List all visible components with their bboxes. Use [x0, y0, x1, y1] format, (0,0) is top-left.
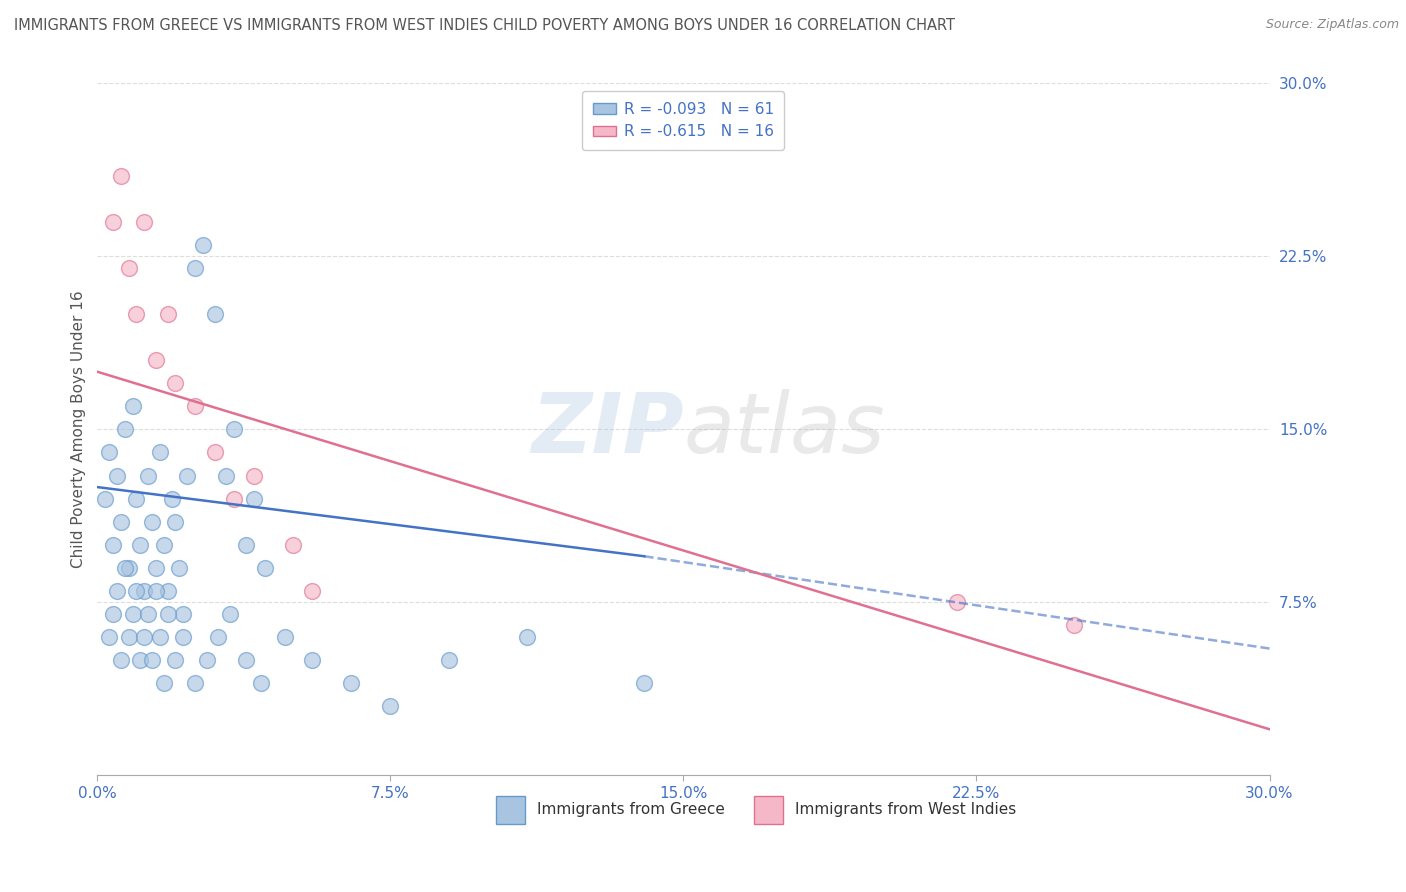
- Point: [156, 307, 179, 321]
- Point: [242, 468, 264, 483]
- Point: [274, 630, 297, 644]
- Point: [110, 169, 132, 183]
- Point: [254, 561, 277, 575]
- Point: [165, 376, 187, 391]
- Point: [145, 353, 167, 368]
- Point: [633, 676, 655, 690]
- Point: [172, 607, 194, 621]
- Point: [141, 653, 163, 667]
- Point: [145, 583, 167, 598]
- Point: [101, 215, 124, 229]
- Point: [224, 491, 246, 506]
- Point: [125, 583, 148, 598]
- Point: [195, 653, 218, 667]
- Point: [149, 630, 172, 644]
- Point: [141, 515, 163, 529]
- Point: [149, 445, 172, 459]
- Point: [156, 607, 179, 621]
- Point: [156, 583, 179, 598]
- Point: [176, 468, 198, 483]
- Point: [134, 583, 156, 598]
- Point: [184, 400, 207, 414]
- Point: [169, 561, 191, 575]
- Point: [136, 607, 159, 621]
- Text: Immigrants from Greece: Immigrants from Greece: [537, 803, 724, 817]
- Point: [117, 561, 139, 575]
- Point: [110, 515, 132, 529]
- Point: [129, 538, 152, 552]
- Point: [219, 607, 242, 621]
- Point: [437, 653, 460, 667]
- Point: [94, 491, 117, 506]
- Point: [121, 400, 143, 414]
- Point: [172, 630, 194, 644]
- Point: [114, 561, 136, 575]
- Point: [340, 676, 363, 690]
- Point: [380, 699, 402, 714]
- Y-axis label: Child Poverty Among Boys Under 16: Child Poverty Among Boys Under 16: [72, 291, 86, 568]
- Legend: R = -0.093   N = 61, R = -0.615   N = 16: R = -0.093 N = 61, R = -0.615 N = 16: [582, 91, 785, 150]
- Point: [235, 538, 257, 552]
- Point: [117, 260, 139, 275]
- Point: [301, 583, 323, 598]
- Text: Immigrants from West Indies: Immigrants from West Indies: [794, 803, 1017, 817]
- Point: [224, 422, 246, 436]
- Point: [184, 260, 207, 275]
- Text: ZIP: ZIP: [531, 389, 683, 470]
- Point: [184, 676, 207, 690]
- Point: [160, 491, 183, 506]
- Point: [105, 468, 128, 483]
- Text: IMMIGRANTS FROM GREECE VS IMMIGRANTS FROM WEST INDIES CHILD POVERTY AMONG BOYS U: IMMIGRANTS FROM GREECE VS IMMIGRANTS FRO…: [14, 18, 955, 33]
- Point: [121, 607, 143, 621]
- Point: [145, 561, 167, 575]
- Point: [152, 538, 174, 552]
- Point: [1063, 618, 1085, 632]
- Point: [215, 468, 238, 483]
- Point: [125, 307, 148, 321]
- Point: [242, 491, 264, 506]
- Point: [105, 583, 128, 598]
- Point: [165, 515, 187, 529]
- Point: [235, 653, 257, 667]
- Point: [125, 491, 148, 506]
- Point: [101, 538, 124, 552]
- Point: [207, 630, 229, 644]
- Point: [101, 607, 124, 621]
- Point: [946, 595, 969, 609]
- Text: atlas: atlas: [683, 389, 884, 470]
- FancyBboxPatch shape: [496, 797, 526, 824]
- Point: [134, 215, 156, 229]
- Point: [191, 238, 214, 252]
- Point: [98, 630, 121, 644]
- Point: [281, 538, 304, 552]
- Point: [117, 630, 139, 644]
- Point: [204, 445, 226, 459]
- Point: [152, 676, 174, 690]
- Point: [301, 653, 323, 667]
- Point: [204, 307, 226, 321]
- Point: [129, 653, 152, 667]
- Point: [165, 653, 187, 667]
- Point: [98, 445, 121, 459]
- Point: [110, 653, 132, 667]
- Point: [114, 422, 136, 436]
- Text: Source: ZipAtlas.com: Source: ZipAtlas.com: [1265, 18, 1399, 31]
- FancyBboxPatch shape: [754, 797, 783, 824]
- Point: [136, 468, 159, 483]
- Point: [250, 676, 273, 690]
- Point: [134, 630, 156, 644]
- Point: [516, 630, 538, 644]
